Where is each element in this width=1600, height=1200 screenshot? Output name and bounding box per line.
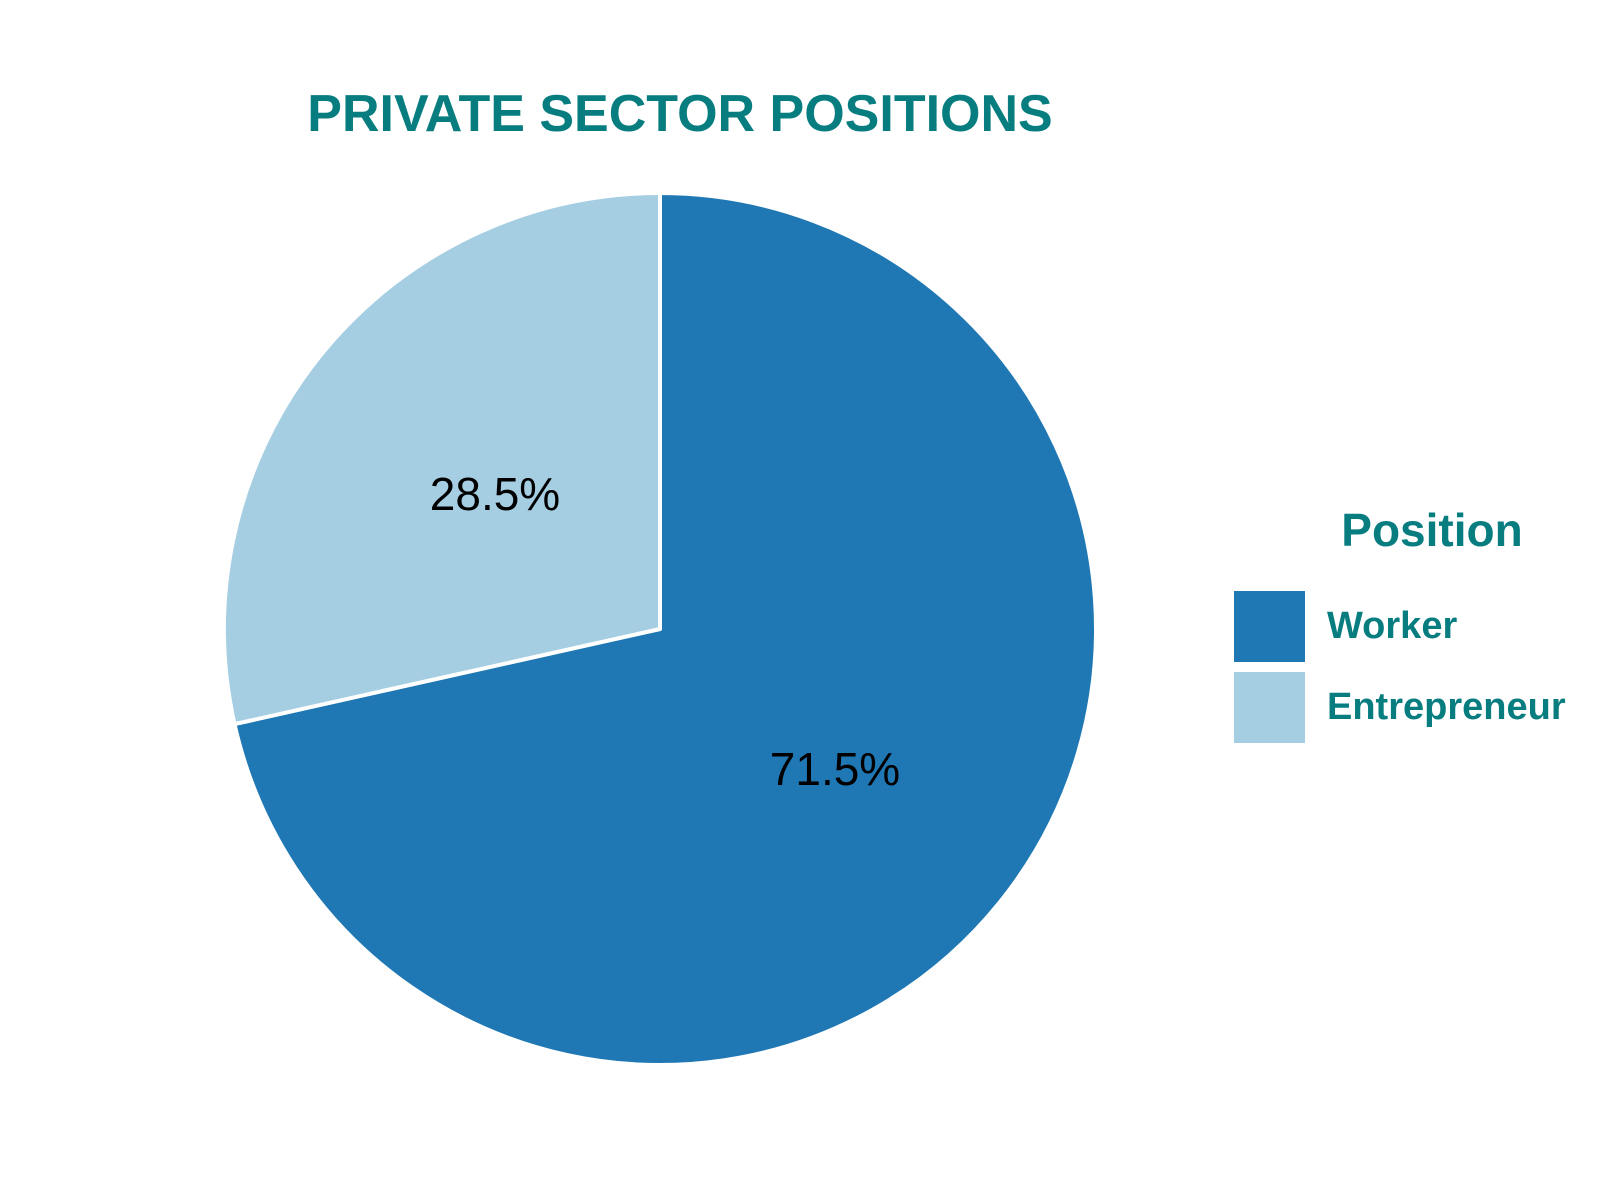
legend-item-entrepreneur: Entrepreneur [1234, 672, 1566, 743]
pie-slice-entrepreneur [222, 191, 662, 727]
legend-item-worker: Worker [1234, 591, 1457, 662]
slice-label-entrepreneur: 28.5% [429, 468, 561, 520]
legend-label-entrepreneur: Entrepreneur [1327, 686, 1566, 728]
legend-title: Position [1341, 504, 1523, 556]
legend-swatch-worker [1234, 591, 1305, 662]
slice-label-worker: 71.5% [769, 743, 901, 795]
legend-swatch-entrepreneur [1234, 672, 1305, 743]
pie-slice-worker [232, 191, 1098, 1067]
legend-label-worker: Worker [1327, 605, 1458, 647]
chart-title: PRIVATE SECTOR POSITIONS [307, 85, 1053, 143]
